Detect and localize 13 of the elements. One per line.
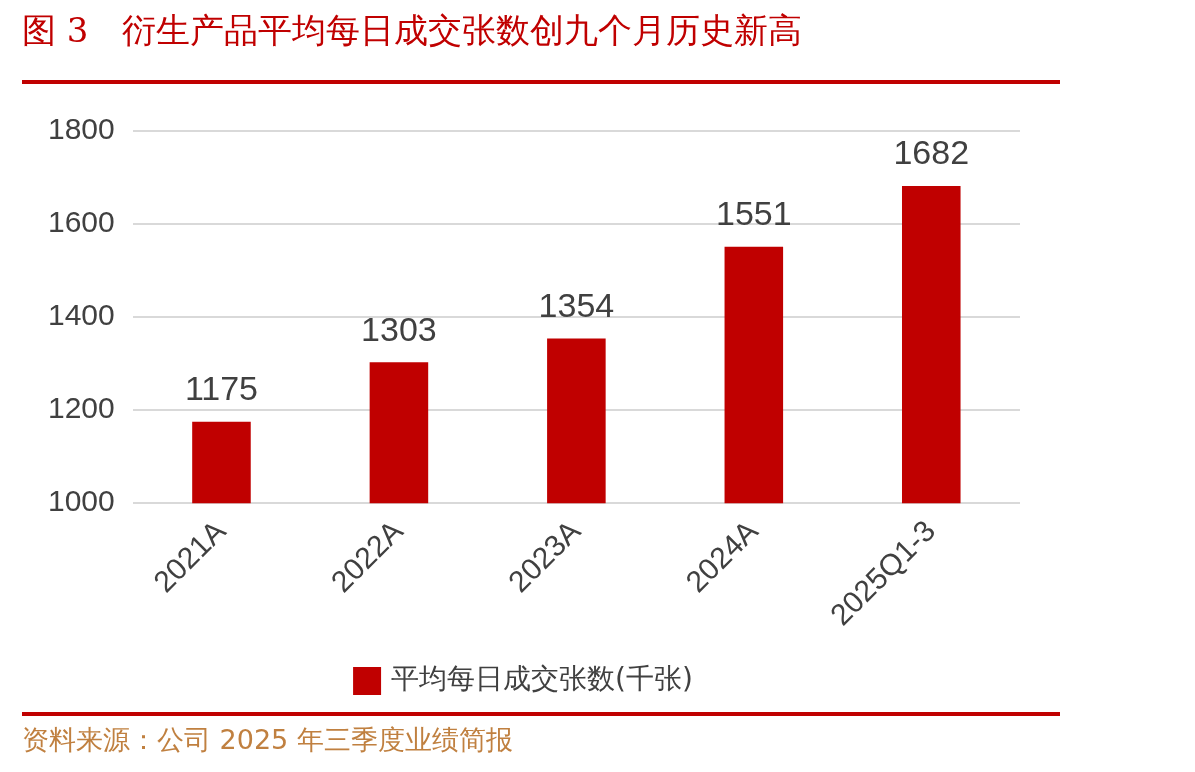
y-tick-label: 1000 — [47, 484, 115, 518]
text: 资料来源：公司 2025 年三季度业绩简报 — [22, 723, 513, 757]
y-tick-label: 1800 — [47, 112, 115, 146]
data-label: 1303 — [361, 309, 437, 348]
legend-label: 平均每日成交张数(千张) — [391, 662, 693, 696]
data-label: 1354 — [538, 285, 615, 324]
y-tick-label: 1200 — [47, 391, 115, 425]
chart-title: 图 3 衍生产品平均每日成交张数创九个月历史新高 — [22, 9, 803, 52]
y-tick-label: 1400 — [47, 298, 115, 332]
y-tick-label: 1600 — [47, 205, 115, 239]
data-label: 1175 — [184, 369, 259, 408]
data-label: 1551 — [716, 194, 792, 233]
data-label: 1682 — [893, 133, 970, 172]
